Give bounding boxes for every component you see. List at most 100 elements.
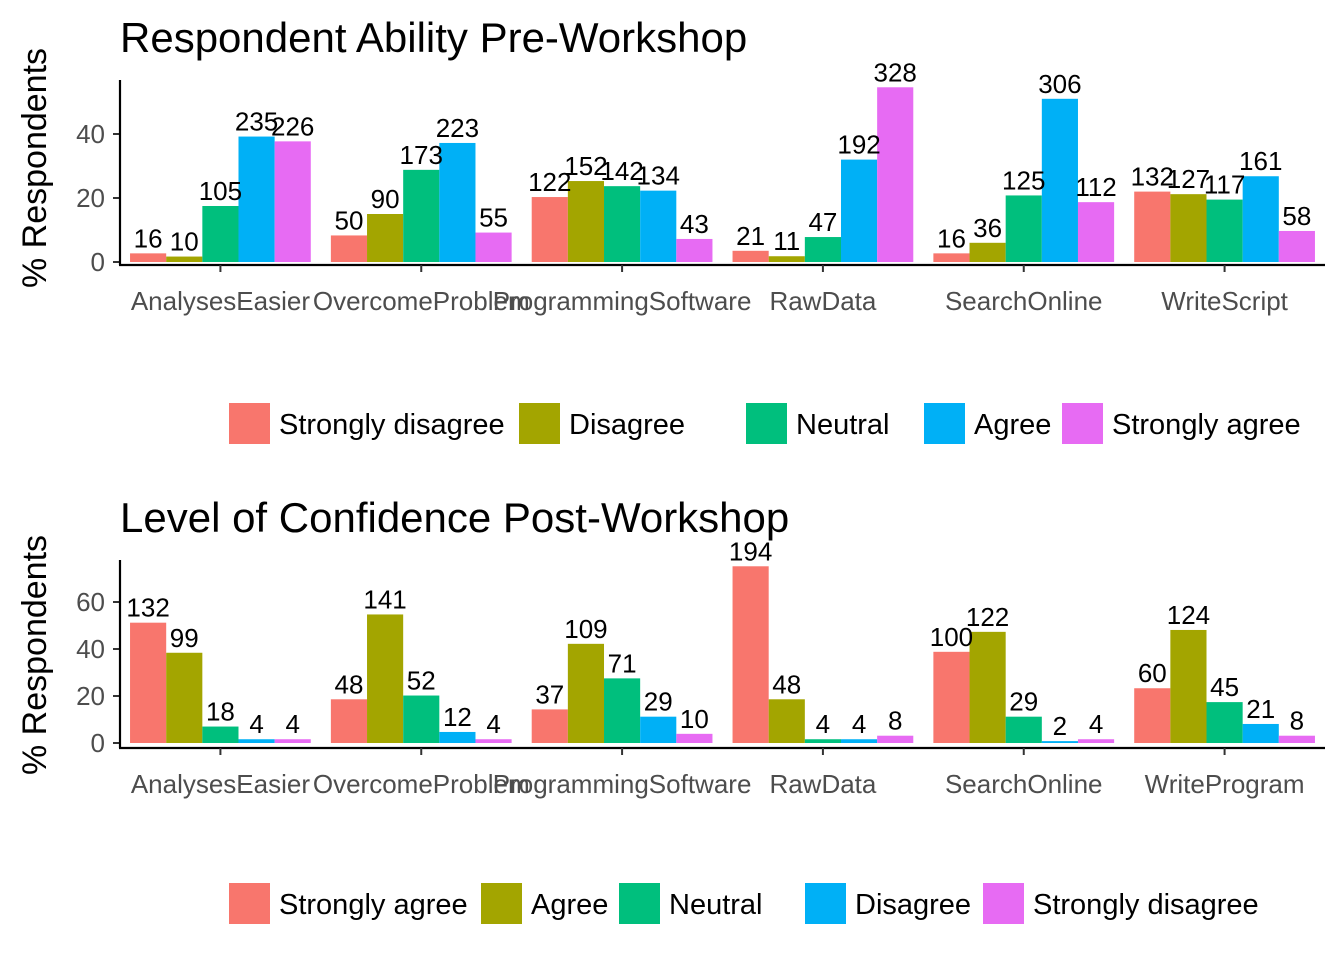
bar — [933, 651, 970, 743]
legend-label: Strongly agree — [279, 889, 468, 921]
y-tick-label: 0 — [91, 247, 105, 277]
chart-post-workshop: Level of Confidence Post-Workshop % Resp… — [16, 494, 1325, 924]
legend-label: Disagree — [855, 889, 971, 921]
data-label: 16 — [937, 223, 966, 253]
data-label: 47 — [808, 207, 837, 237]
data-label: 4 — [852, 709, 866, 739]
data-label: 55 — [479, 203, 508, 233]
data-label: 152 — [564, 151, 607, 181]
data-label: 328 — [874, 57, 917, 87]
bar — [1206, 702, 1243, 743]
bar — [367, 614, 404, 743]
bar — [1041, 741, 1078, 743]
data-label: 18 — [206, 697, 235, 727]
y-axis-label: % Respondents — [16, 48, 54, 288]
data-label: 10 — [680, 704, 709, 734]
legend-item: Strongly disagree — [229, 403, 505, 444]
bar — [804, 739, 841, 743]
bar — [877, 735, 914, 743]
x-tick-label: SearchOnline — [945, 286, 1103, 316]
x-tick-label: ProgrammingSoftware — [493, 769, 752, 799]
data-label: 58 — [1282, 201, 1311, 231]
data-label: 161 — [1239, 146, 1282, 176]
y-tick-label: 40 — [76, 634, 105, 664]
x-tick-label: WriteProgram — [1145, 769, 1305, 799]
bar — [768, 256, 805, 262]
bar — [804, 237, 841, 262]
bar — [166, 652, 203, 743]
data-label: 4 — [249, 709, 263, 739]
data-label: 124 — [1167, 600, 1210, 630]
bar — [1134, 191, 1171, 262]
x-axis-ticks: AnalysesEasier OvercomeProblemProgramming… — [131, 265, 1289, 316]
y-axis-label: % Respondents — [16, 535, 54, 775]
data-label: 43 — [680, 209, 709, 239]
bar — [676, 733, 713, 743]
chart-title: Respondent Ability Pre-Workshop — [120, 14, 747, 61]
data-label: 16 — [134, 223, 163, 253]
data-label: 132 — [126, 593, 169, 623]
legend-item: Agree — [924, 403, 1051, 444]
chart-pre-workshop: Respondent Ability Pre-Workshop % Respon… — [16, 14, 1325, 444]
legend-item: Agree — [481, 883, 608, 924]
legend-item: Strongly disagree — [983, 883, 1259, 924]
legend-label: Disagree — [569, 409, 685, 441]
legend-swatch — [746, 403, 787, 444]
bar — [274, 141, 311, 262]
legend: Strongly agree Agree Neutral Disagree Strong… — [229, 883, 1259, 924]
legend-label: Strongly disagree — [1033, 889, 1259, 921]
data-label: 21 — [736, 221, 765, 251]
legend-swatch — [519, 403, 560, 444]
data-label: 223 — [436, 113, 479, 143]
data-label: 122 — [528, 167, 571, 197]
data-label: 12 — [443, 702, 472, 732]
data-label: 8 — [1290, 706, 1304, 736]
data-label: 99 — [170, 623, 199, 653]
data-label: 142 — [600, 156, 643, 186]
bar — [969, 242, 1006, 262]
data-label: 173 — [400, 140, 443, 170]
data-label: 192 — [837, 130, 880, 160]
x-tick-label: OvercomeProblem — [313, 286, 530, 316]
legend-item: Disagree — [805, 883, 971, 924]
legend-swatch — [924, 403, 965, 444]
legend-label: Strongly agree — [1112, 409, 1301, 441]
bar — [933, 253, 970, 262]
data-label: 100 — [930, 622, 973, 652]
data-label: 37 — [535, 679, 564, 709]
data-label: 29 — [644, 687, 673, 717]
x-tick-label: RawData — [769, 769, 876, 799]
legend-swatch — [1062, 403, 1103, 444]
x-tick-label: AnalysesEasier — [131, 286, 311, 316]
data-label: 109 — [564, 614, 607, 644]
data-label: 117 — [1204, 170, 1245, 200]
data-label: 127 — [1167, 164, 1210, 194]
bar — [130, 253, 167, 262]
legend-label: Agree — [974, 409, 1051, 441]
legend: Strongly disagree Disagree Neutral Agree Str… — [229, 403, 1301, 444]
bar — [640, 190, 677, 262]
legend-swatch — [983, 883, 1024, 924]
bar — [238, 136, 275, 262]
legend-item: Neutral — [746, 403, 890, 444]
data-label: 90 — [371, 184, 400, 214]
data-label: 235 — [235, 107, 278, 137]
x-tick-label: AnalysesEasier — [131, 769, 311, 799]
chart-title: Level of Confidence Post-Workshop — [120, 494, 789, 541]
bar — [1005, 195, 1042, 262]
legend-swatch — [619, 883, 660, 924]
bar — [1170, 194, 1207, 262]
bar — [1206, 199, 1243, 262]
bar — [1077, 202, 1115, 262]
data-label: 194 — [729, 536, 772, 566]
y-axis-ticks: 0 20 40 60 — [76, 587, 120, 758]
bar — [877, 87, 914, 262]
data-label: 4 — [486, 709, 500, 739]
x-tick-label: SearchOnline — [945, 769, 1103, 799]
x-tick-label: RawData — [769, 286, 876, 316]
data-label: 29 — [1009, 687, 1038, 717]
data-label: 48 — [772, 669, 801, 699]
data-label: 134 — [637, 161, 680, 191]
